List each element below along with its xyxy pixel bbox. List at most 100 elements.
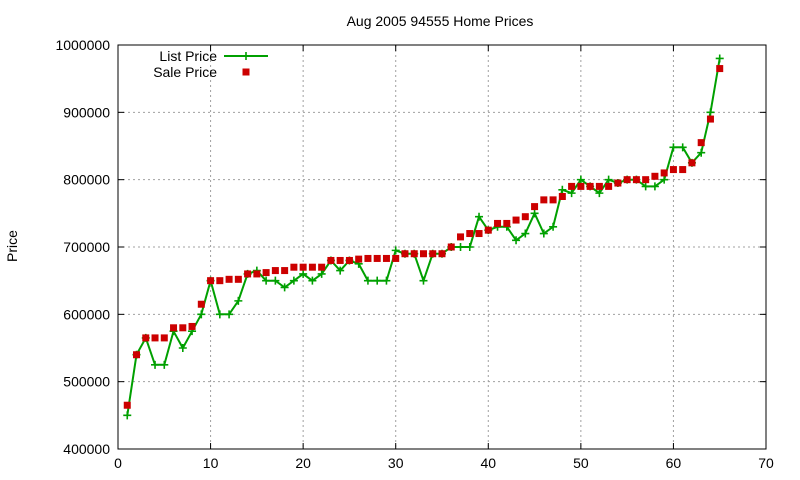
sale-price-point (308, 263, 316, 271)
list-price-point (567, 189, 576, 198)
sale-price-point (123, 401, 131, 409)
list-price-point (280, 283, 289, 292)
sale-price-point (373, 254, 381, 262)
list-price-point (363, 276, 372, 285)
sale-price-point (225, 275, 233, 283)
list-price-point (715, 54, 724, 63)
sale-price-point (642, 176, 650, 184)
sale-price-point (475, 230, 483, 238)
y-tick-label: 700000 (63, 239, 110, 255)
list-price-point (289, 276, 298, 285)
y-tick-label: 1000000 (55, 37, 110, 53)
sale-price-point (716, 65, 724, 73)
sale-price-point (586, 182, 594, 190)
legend-label-sale-price: Sale Price (153, 64, 217, 80)
legend-marker-sale-price (242, 68, 250, 76)
list-price-point (678, 143, 687, 152)
list-price-point (697, 148, 706, 157)
list-price-point (382, 276, 391, 285)
sale-price-point (540, 196, 548, 204)
x-tick-label: 60 (666, 455, 682, 471)
sale-price-point (419, 250, 427, 258)
list-price-point (456, 243, 465, 251)
list-price-point (539, 229, 548, 238)
sale-price-point (207, 277, 215, 285)
sale-price-point (281, 267, 289, 275)
series-layer (123, 54, 724, 420)
sale-price-point (262, 269, 270, 277)
list-price-point (160, 360, 169, 369)
grid-layer (118, 45, 766, 449)
sale-price-point (234, 275, 242, 283)
list-price-point (271, 276, 280, 285)
sale-price-point (355, 255, 363, 263)
sale-price-point (679, 166, 687, 174)
sale-price-point (151, 334, 159, 342)
sale-price-point (669, 166, 677, 174)
y-tick-label: 400000 (63, 441, 110, 457)
sale-price-point (318, 263, 326, 271)
sale-price-point (382, 254, 390, 262)
list-price-point (660, 175, 669, 184)
list-price-point (391, 246, 400, 255)
list-price-point (475, 212, 484, 221)
sale-price-point (706, 115, 714, 123)
list-price-point (641, 182, 650, 191)
list-price-point (521, 229, 530, 238)
sale-price-point (447, 243, 455, 251)
sale-price-point (484, 226, 492, 234)
sale-price-point (290, 263, 298, 271)
list-price-point (549, 222, 558, 231)
sale-price-point (466, 230, 474, 238)
legend-marker-list-price (242, 52, 250, 60)
list-price-point (706, 108, 715, 117)
chart-title: Aug 2005 94555 Home Prices (347, 13, 534, 29)
sale-price-point (512, 216, 520, 224)
sale-price-point (558, 193, 566, 200)
sale-price-point (299, 263, 307, 271)
x-tick-label: 30 (388, 455, 404, 471)
list-price-point (336, 266, 345, 275)
sale-price-point (188, 322, 196, 330)
sale-price-point (494, 219, 502, 227)
sale-price-point (660, 169, 668, 177)
sale-price-point (531, 203, 539, 211)
sale-price-point (549, 196, 557, 204)
sale-price-point (595, 182, 603, 190)
y-tick-label: 800000 (63, 172, 110, 188)
list-price-point (419, 276, 428, 285)
sale-price-point (577, 182, 585, 190)
sale-price-point (438, 250, 446, 258)
sale-price-point (651, 172, 659, 180)
list-price-point (151, 360, 160, 369)
legend-label-list-price: List Price (159, 48, 217, 64)
x-tick-label: 50 (573, 455, 589, 471)
sale-price-point (623, 176, 631, 184)
sale-price-point (179, 324, 187, 332)
x-tick-label: 20 (295, 455, 311, 471)
list-price-point (262, 276, 271, 285)
y-axis-label: Price (4, 230, 20, 262)
sale-price-point (429, 250, 437, 258)
sale-price-point (197, 300, 205, 308)
sale-price-point (503, 219, 511, 227)
sale-price-point (688, 159, 696, 167)
sale-price-point (364, 254, 372, 262)
list-price-point (512, 236, 521, 245)
sale-price-series (123, 65, 724, 409)
list-price-point (530, 209, 539, 218)
sale-price-point (327, 256, 335, 264)
sale-price-point (133, 351, 141, 359)
list-price-point (308, 276, 317, 285)
list-price-point (197, 310, 206, 319)
list-price-point (595, 189, 604, 198)
list-price-point (178, 344, 187, 352)
ticks-layer: 0 10 20 30 40 50 60 70 400000 500000 600000 700000 8… (55, 37, 774, 471)
sale-price-point (401, 250, 409, 258)
sale-price-point (392, 254, 400, 262)
list-price-point (465, 243, 474, 251)
list-price-point (317, 269, 326, 278)
sale-price-point (170, 324, 178, 332)
